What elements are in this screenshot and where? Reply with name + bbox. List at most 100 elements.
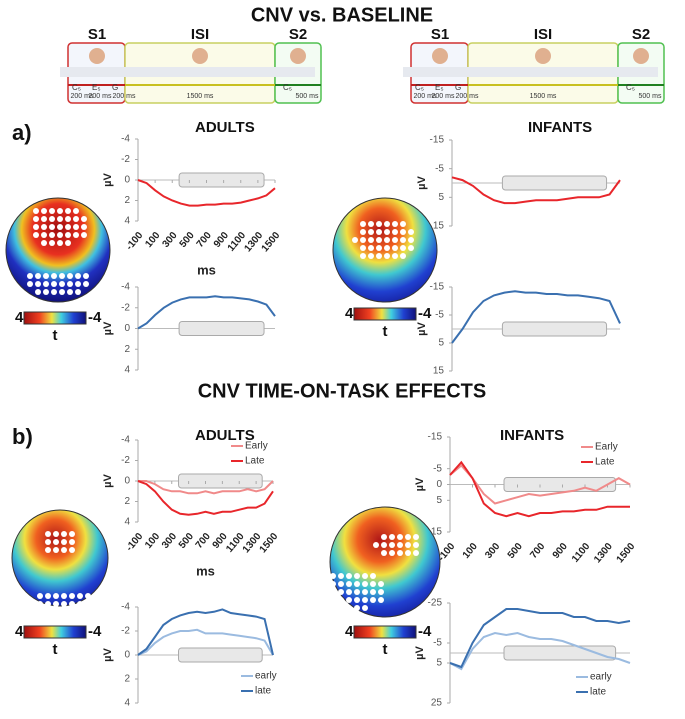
electrode bbox=[370, 573, 376, 579]
electrode bbox=[381, 534, 387, 540]
x-tick-label: 700 bbox=[195, 230, 214, 250]
electrode bbox=[392, 229, 398, 235]
electrode bbox=[53, 539, 59, 545]
electrode bbox=[45, 539, 51, 545]
title: CNV vs. BASELINE bbox=[251, 4, 433, 26]
electrode bbox=[413, 534, 419, 540]
electrode bbox=[346, 597, 352, 603]
electrode bbox=[330, 573, 336, 579]
title: CNV TIME-ON-TASK EFFECTS bbox=[198, 380, 487, 402]
electrode bbox=[370, 597, 376, 603]
electrode bbox=[400, 245, 406, 251]
colorbar bbox=[353, 625, 417, 639]
electrode bbox=[41, 216, 47, 222]
electrode bbox=[75, 289, 81, 295]
electrode bbox=[378, 597, 384, 603]
electrode bbox=[338, 581, 344, 587]
trace bbox=[451, 290, 621, 344]
electrode bbox=[57, 208, 63, 214]
electrode bbox=[376, 237, 382, 243]
y-tick-label: -15 bbox=[428, 432, 443, 443]
electrode bbox=[408, 229, 414, 235]
trace bbox=[138, 480, 274, 495]
y-tick-label: -5 bbox=[435, 310, 444, 321]
trace bbox=[137, 628, 274, 656]
electrode bbox=[408, 237, 414, 243]
y-tick-label: -5 bbox=[435, 163, 444, 174]
x-tick-label: 1500 bbox=[258, 531, 281, 555]
legend-label: Late bbox=[245, 456, 265, 467]
x-tick-label: 700 bbox=[194, 531, 213, 551]
electrode bbox=[65, 216, 71, 222]
electrode bbox=[61, 539, 67, 545]
electrode bbox=[338, 597, 344, 603]
stim-label: S1 bbox=[431, 26, 449, 43]
electrode bbox=[45, 547, 51, 553]
trace bbox=[449, 608, 631, 669]
electrode bbox=[33, 224, 39, 230]
y-axis-label: µV bbox=[102, 648, 114, 662]
panel-label: a) bbox=[12, 120, 32, 145]
electrode bbox=[408, 245, 414, 251]
electrode bbox=[352, 237, 358, 243]
duration: 200 ms bbox=[89, 93, 112, 100]
legend-label: early bbox=[255, 671, 277, 682]
electrode bbox=[65, 208, 71, 214]
colorbar-min: -4 bbox=[418, 305, 432, 322]
electrode bbox=[381, 550, 387, 556]
electrode bbox=[405, 550, 411, 556]
electrode bbox=[354, 589, 360, 595]
y-tick-label: -2 bbox=[121, 154, 130, 165]
electrode bbox=[384, 221, 390, 227]
x-tick-label: -100 bbox=[436, 541, 458, 564]
electrode bbox=[346, 581, 352, 587]
x-tick-label: -100 bbox=[124, 531, 146, 554]
electrode bbox=[65, 224, 71, 230]
electrode bbox=[346, 605, 352, 611]
electrode bbox=[338, 589, 344, 595]
colorbar-min: -4 bbox=[88, 623, 102, 640]
note: C₅ bbox=[626, 83, 635, 92]
electrode bbox=[45, 531, 51, 537]
x-tick-label: 500 bbox=[178, 230, 197, 250]
electrode bbox=[27, 281, 33, 287]
window-box bbox=[178, 172, 265, 188]
colorbar-min: -4 bbox=[418, 623, 432, 640]
y-tick-label: 4 bbox=[124, 365, 130, 376]
trace bbox=[449, 464, 631, 505]
y-tick-label: 5 bbox=[436, 495, 442, 506]
electrode bbox=[400, 221, 406, 227]
x-tick-label: -100 bbox=[124, 230, 146, 253]
y-axis-label: µV bbox=[102, 474, 114, 488]
electrode bbox=[83, 273, 89, 279]
y-tick-label: -4 bbox=[121, 282, 130, 293]
trace bbox=[137, 480, 274, 516]
electrode bbox=[392, 253, 398, 259]
electrode bbox=[67, 289, 73, 295]
electrode bbox=[354, 597, 360, 603]
topomaps bbox=[5, 197, 441, 618]
face bbox=[290, 48, 306, 64]
electrode bbox=[368, 229, 374, 235]
electrode bbox=[360, 237, 366, 243]
electrode bbox=[389, 534, 395, 540]
colorbar-label: t bbox=[53, 641, 58, 658]
note: C₅ bbox=[72, 83, 81, 92]
colorbar bbox=[23, 311, 87, 325]
electrode bbox=[360, 221, 366, 227]
electrode bbox=[69, 593, 75, 599]
electrode bbox=[41, 224, 47, 230]
electrode bbox=[49, 232, 55, 238]
electrode bbox=[69, 547, 75, 553]
colorbar-label: t bbox=[53, 327, 58, 344]
duration: 200 ms bbox=[432, 93, 455, 100]
electrode bbox=[45, 593, 51, 599]
electrode bbox=[61, 601, 67, 607]
legend-label: late bbox=[255, 686, 272, 697]
y-tick-label: 4 bbox=[124, 216, 130, 227]
electrode bbox=[67, 281, 73, 287]
electrode bbox=[83, 281, 89, 287]
electrode bbox=[77, 601, 83, 607]
electrode bbox=[69, 539, 75, 545]
